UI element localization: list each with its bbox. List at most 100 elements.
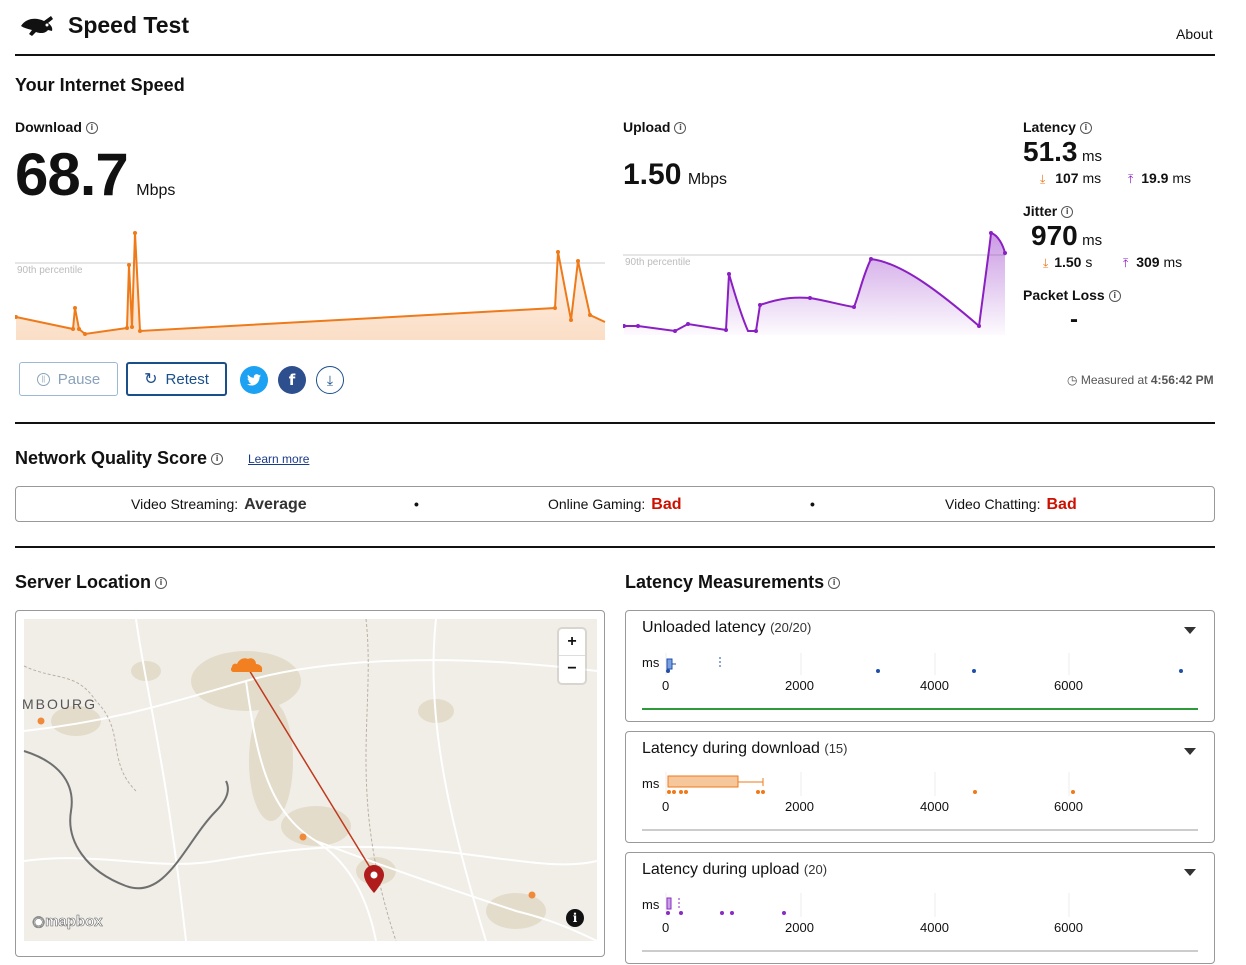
quality-video-streaming: Video Streaming: Average [131, 496, 307, 514]
download-chart [15, 231, 606, 340]
retest-button[interactable]: ↻ Retest [126, 362, 227, 396]
axis-tick: 2000 [785, 799, 814, 814]
pause-button[interactable]: || Pause [19, 362, 118, 396]
latency-up-value: 19.9 [1141, 170, 1169, 186]
server-map[interactable]: MBOURG + − ◉mapbox i [15, 610, 605, 957]
upload-arrow-icon: ⤒ [1128, 172, 1134, 186]
latency-measurements-title-text: Latency Measurements [625, 572, 825, 592]
measured-at: ◷ Measured at 4:56:42 PM [1067, 373, 1214, 387]
panel-title: Unloaded latency (20/20) [642, 619, 811, 637]
download-boxplot [642, 772, 1198, 831]
latency-label: Latency i [1023, 119, 1092, 135]
facebook-icon: f [288, 371, 296, 389]
download-label: Download i [15, 119, 98, 135]
packet-loss-value: - [1070, 306, 1078, 333]
about-link[interactable]: About [1176, 26, 1213, 42]
mapbox-logo: ◉mapbox [32, 912, 103, 931]
upload-latency-panel[interactable]: Latency during upload (20) ms 0 2000 400… [625, 852, 1215, 964]
chevron-down-icon[interactable] [1184, 869, 1196, 876]
download-arrow-icon: ⤓ [1043, 256, 1049, 270]
info-icon[interactable]: i [1079, 122, 1092, 135]
download-results-button[interactable]: ⤓ [316, 366, 344, 394]
zoom-out-button[interactable]: − [567, 660, 577, 677]
latency-label-text: Latency [1023, 119, 1076, 135]
upload-arrow-icon: ⤒ [1123, 256, 1129, 270]
facebook-share-button[interactable]: f [278, 366, 306, 394]
info-icon[interactable]: i [828, 577, 841, 590]
axis-tick: 2000 [785, 920, 814, 935]
panel-title-text: Latency during upload [642, 861, 800, 878]
axis-tick: 4000 [920, 799, 949, 814]
map-region-label: MBOURG [22, 696, 97, 712]
axis-tick: 6000 [1054, 678, 1083, 693]
info-icon[interactable]: i [1061, 206, 1074, 219]
axis-tick: 0 [662, 920, 670, 935]
latency-up-unit: ms [1172, 170, 1192, 186]
latency-unit: ms [1081, 148, 1102, 165]
info-icon[interactable]: i [85, 122, 98, 135]
info-icon[interactable]: i [674, 122, 687, 135]
quality-item-label: Video Chatting: [945, 496, 1041, 512]
axis-tick: 0 [662, 678, 670, 693]
jitter-up-value: 309 [1136, 254, 1160, 270]
map-info-button[interactable]: i [566, 909, 584, 927]
upload-value: 1.50 Mbps [623, 158, 727, 192]
upload-unit: Mbps [687, 171, 727, 188]
upload-number: 1.50 [623, 158, 682, 191]
map-canvas [23, 618, 598, 942]
pause-icon: || [36, 372, 50, 386]
quality-section-title: Network Quality Score i [15, 448, 224, 469]
upload-chart [623, 231, 1007, 335]
separator-dot: • [810, 496, 815, 512]
latency-section-title: Latency Measurements i [625, 572, 841, 593]
speed-section-title: Your Internet Speed [15, 75, 185, 95]
info-icon[interactable]: i [155, 577, 168, 590]
jitter-label: Jitter i [1023, 203, 1074, 219]
chevron-down-icon[interactable] [1184, 627, 1196, 634]
download-latency-panel[interactable]: Latency during download (15) ms 0 2000 4… [625, 731, 1215, 843]
refresh-icon: ↻ [144, 371, 158, 388]
download-number: 68.7 [15, 141, 129, 208]
quality-title-text: Network Quality Score [15, 448, 208, 468]
latency-number: 51.3 [1023, 136, 1078, 167]
latency-down-value: 107 [1055, 170, 1079, 186]
server-title-text: Server Location [15, 572, 152, 592]
quality-divider [15, 546, 1215, 548]
info-icon[interactable]: i [211, 453, 224, 466]
jitter-down-value: 1.50 [1054, 254, 1082, 270]
unloaded-boxplot [642, 653, 1198, 710]
panel-title-text: Latency during download [642, 740, 820, 757]
twitter-share-button[interactable] [240, 366, 268, 394]
chevron-down-icon[interactable] [1184, 748, 1196, 755]
retest-label: Retest [165, 370, 209, 388]
info-icon[interactable]: i [1108, 290, 1121, 303]
quality-item-label: Video Streaming: [131, 496, 239, 512]
speed-divider [15, 422, 1215, 424]
cloud-server-icon [230, 658, 263, 672]
location-pin-icon [364, 865, 384, 893]
upload-percentile-label: 90th percentile [625, 257, 691, 268]
download-value: 68.7 Mbps [15, 140, 175, 209]
server-section-title: Server Location i [15, 572, 168, 593]
separator-dot: • [414, 496, 419, 512]
app-title: Speed Test [68, 12, 189, 38]
download-arrow-icon: ⤓ [1040, 172, 1046, 186]
quality-item-value: Bad [651, 496, 682, 513]
clock-icon: ◷ [1067, 373, 1078, 387]
mapbox-text: mapbox [45, 913, 103, 931]
jitter-label-text: Jitter [1023, 203, 1058, 219]
latency-down: ⤓ 107 ms [1040, 170, 1101, 187]
jitter-up: ⤒ 309 ms [1123, 254, 1182, 271]
unloaded-latency-panel[interactable]: Unloaded latency (20/20) ms 0 2000 4000 … [625, 610, 1215, 722]
panel-count: (20/20) [770, 620, 812, 635]
packet-loss-label-text: Packet Loss [1023, 287, 1105, 303]
measured-prefix: Measured at [1080, 373, 1148, 387]
header-divider [15, 54, 1215, 56]
jitter-up-unit: ms [1163, 254, 1183, 270]
logo-icon [18, 12, 58, 38]
zoom-in-button[interactable]: + [559, 629, 585, 656]
download-icon: ⤓ [326, 371, 334, 388]
axis-unit: ms [642, 655, 660, 670]
panel-title: Latency during upload (20) [642, 861, 827, 879]
learn-more-link[interactable]: Learn more [248, 452, 310, 466]
